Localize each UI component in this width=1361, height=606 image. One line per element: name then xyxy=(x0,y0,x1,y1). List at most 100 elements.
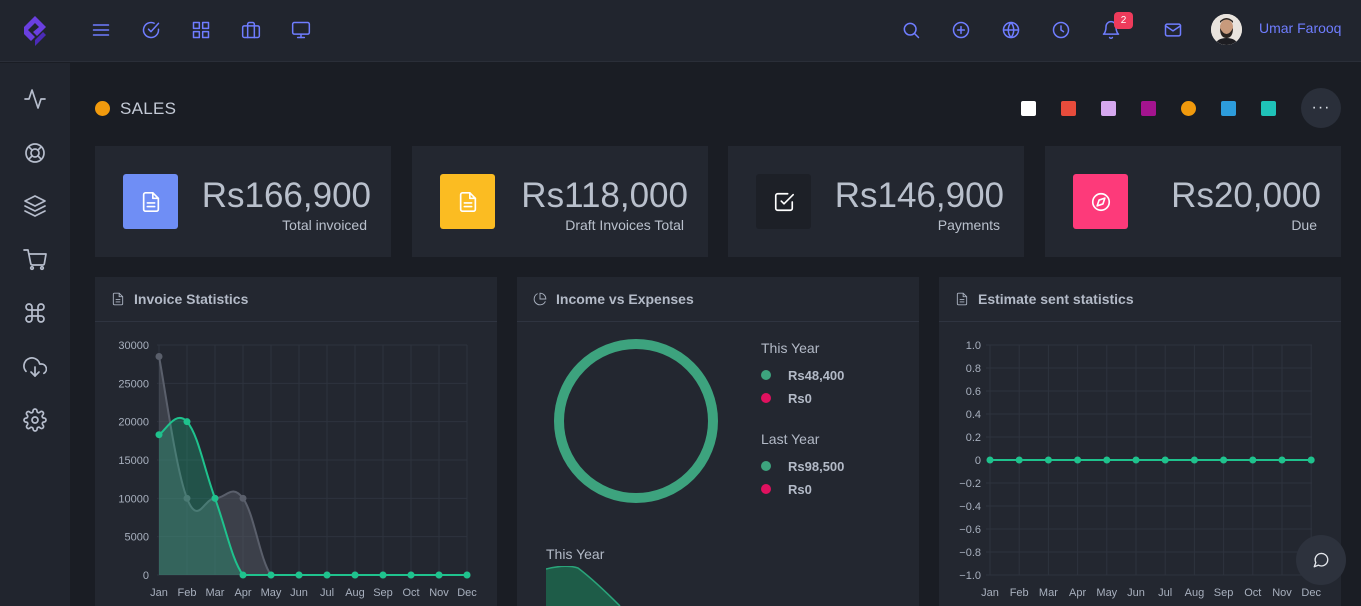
bell-icon[interactable] xyxy=(1099,18,1123,42)
briefcase-icon[interactable] xyxy=(239,18,263,42)
theme-swatch-magenta[interactable] xyxy=(1141,101,1156,116)
x-tick-label: Jan xyxy=(150,587,168,599)
theme-swatch-white[interactable] xyxy=(1021,101,1036,116)
x-tick-label: Jun xyxy=(290,587,308,599)
data-point xyxy=(239,494,247,502)
card-header: Estimate sent statistics xyxy=(939,277,1341,322)
more-options-button[interactable]: ··· xyxy=(1301,88,1341,128)
stat-label: Total invoiced xyxy=(282,217,367,233)
globe-icon[interactable] xyxy=(999,18,1023,42)
menu-icon[interactable] xyxy=(89,18,113,42)
pie-chart-icon xyxy=(533,292,547,306)
theme-swatch-red[interactable] xyxy=(1061,101,1076,116)
y-tick-label: 0 xyxy=(143,570,149,582)
settings-icon[interactable] xyxy=(22,407,48,433)
x-tick-label: Feb xyxy=(1010,587,1029,599)
y-tick-label: 25000 xyxy=(118,378,149,390)
y-tick-label: 20000 xyxy=(118,417,149,429)
theme-swatch-blue[interactable] xyxy=(1221,101,1236,116)
series-area xyxy=(159,417,467,575)
avatar[interactable] xyxy=(1211,14,1242,45)
download-cloud-icon[interactable] xyxy=(22,354,48,380)
activity-icon[interactable] xyxy=(22,86,48,112)
plus-circle-icon[interactable] xyxy=(949,18,973,42)
data-point xyxy=(379,571,387,579)
card-title: Estimate sent statistics xyxy=(978,291,1134,307)
chat-button[interactable] xyxy=(1296,535,1346,585)
data-point xyxy=(1161,456,1169,464)
x-tick-label: Jul xyxy=(320,587,334,599)
data-point xyxy=(407,571,415,579)
y-tick-label: −0.8 xyxy=(959,547,981,559)
file-text-icon xyxy=(123,174,178,229)
data-point xyxy=(1278,456,1286,464)
income-donut-chart xyxy=(554,339,718,503)
y-tick-label: −0.6 xyxy=(959,524,981,536)
stat-card-draft-invoices: Rs118,000 Draft Invoices Total xyxy=(412,146,708,257)
stat-value: Rs118,000 xyxy=(521,176,688,215)
layers-icon[interactable] xyxy=(22,193,48,219)
data-point xyxy=(295,571,303,579)
legend-income-dot xyxy=(761,461,771,471)
y-tick-label: 0.4 xyxy=(966,409,981,421)
x-tick-label: Nov xyxy=(429,587,449,599)
data-point xyxy=(1044,456,1052,464)
mail-icon[interactable] xyxy=(1161,18,1185,42)
card-header: Invoice Statistics xyxy=(95,277,497,322)
income-vs-expenses-card: Income vs Expenses This Year Rs48,400 Rs… xyxy=(517,277,919,606)
card-title: Invoice Statistics xyxy=(134,291,249,307)
data-point xyxy=(155,353,163,360)
y-tick-label: 10000 xyxy=(118,493,149,505)
y-tick-label: −1.0 xyxy=(959,570,981,582)
data-point xyxy=(323,571,331,579)
y-tick-label: 30000 xyxy=(118,340,149,352)
data-point xyxy=(1249,456,1257,464)
x-tick-label: Aug xyxy=(1185,587,1205,599)
stat-label: Draft Invoices Total xyxy=(565,217,684,233)
data-point xyxy=(1103,456,1111,464)
y-tick-label: 0.2 xyxy=(966,432,981,444)
legend-last-year-expense: Rs0 xyxy=(788,482,812,497)
lower-chart-label: This Year xyxy=(546,546,605,562)
theme-swatch-teal[interactable] xyxy=(1261,101,1276,116)
sidebar xyxy=(0,63,70,606)
stat-value: Rs146,900 xyxy=(834,176,1004,215)
x-tick-label: Sep xyxy=(1214,587,1234,599)
clock-icon[interactable] xyxy=(1049,18,1073,42)
x-tick-label: Jul xyxy=(1158,587,1172,599)
check-circle-icon[interactable] xyxy=(139,18,163,42)
x-tick-label: May xyxy=(261,587,282,599)
data-point xyxy=(211,494,219,502)
app-logo[interactable] xyxy=(0,0,70,62)
user-name[interactable]: Umar Farooq xyxy=(1259,20,1342,36)
monitor-icon[interactable] xyxy=(289,18,313,42)
stat-label: Due xyxy=(1291,217,1317,233)
compass-icon xyxy=(1073,174,1128,229)
y-tick-label: −0.4 xyxy=(959,501,981,513)
title-status-dot xyxy=(95,101,110,116)
file-text-icon xyxy=(955,292,969,306)
invoice-statistics-chart: 0 5000 10000 15000 20000 25000 30000 Jan Feb Mar A… xyxy=(118,340,477,599)
legend-last-year-income: Rs98,500 xyxy=(788,459,845,474)
lifebuoy-icon[interactable] xyxy=(22,140,48,166)
theme-swatch-lavender[interactable] xyxy=(1101,101,1116,116)
check-square-icon xyxy=(756,174,811,229)
x-tick-label: Jan xyxy=(981,587,999,599)
stat-label: Payments xyxy=(937,217,1000,233)
invoice-statistics-card: Invoice Statistics 0 5000 10000 15000 20000 2… xyxy=(95,277,497,606)
search-icon[interactable] xyxy=(899,18,923,42)
command-icon[interactable] xyxy=(22,300,48,326)
cart-icon[interactable] xyxy=(22,247,48,273)
data-point xyxy=(1190,456,1198,464)
x-tick-label: Apr xyxy=(234,587,251,599)
data-point xyxy=(183,418,191,426)
x-tick-label: Aug xyxy=(345,587,365,599)
notification-badge: 2 xyxy=(1114,12,1133,29)
theme-swatch-orange[interactable] xyxy=(1181,101,1196,116)
grid-icon[interactable] xyxy=(189,18,213,42)
x-tick-label: May xyxy=(1096,587,1117,599)
x-tick-label: Jun xyxy=(1127,587,1145,599)
stat-card-payments: Rs146,900 Payments xyxy=(728,146,1024,257)
y-tick-label: 0.6 xyxy=(966,386,981,398)
x-tick-label: Feb xyxy=(178,587,197,599)
